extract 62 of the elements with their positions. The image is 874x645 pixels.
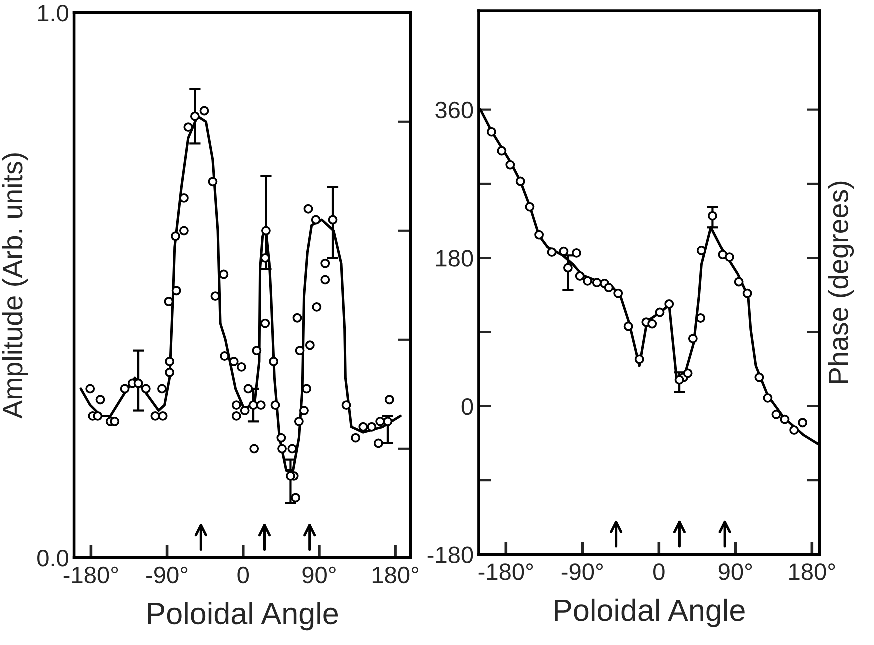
x-tick-label: -180° (64, 566, 118, 584)
point (696, 314, 706, 323)
point (772, 410, 782, 420)
point (664, 300, 674, 309)
y-axis-title: Amplitude (Arb. units) (2, 154, 28, 419)
point (790, 426, 800, 436)
point (798, 418, 808, 428)
x-tick-label: 0 (654, 564, 665, 580)
x-tick-label: 0 (238, 566, 250, 584)
x-tick-label: 90° (718, 564, 752, 580)
point (534, 230, 544, 240)
point (497, 146, 507, 156)
point (780, 414, 790, 424)
point (648, 319, 658, 329)
x-tick-label: -90° (562, 564, 604, 580)
point (655, 308, 665, 318)
y-tick-label: 0 (462, 398, 474, 416)
x-tick-label: -180° (478, 564, 534, 580)
x-tick-label: 180° (790, 564, 836, 580)
point (592, 278, 602, 288)
point (262, 226, 271, 236)
y-axis-title: Phase (degrees) (828, 182, 854, 384)
point (248, 400, 258, 410)
point (486, 127, 496, 137)
point (559, 246, 569, 256)
x-tick-label: 180° (372, 566, 419, 584)
point (634, 354, 644, 364)
y-tick-label: -180 (428, 546, 474, 564)
point (696, 246, 706, 256)
y-tick-label: 180 (436, 250, 474, 267)
point (725, 252, 734, 262)
point (683, 368, 693, 378)
point (525, 202, 535, 212)
y-tick-label: 0.0 (38, 550, 69, 567)
point (742, 288, 752, 298)
x-tick-label: 90° (302, 566, 336, 584)
y-tick-label: 1.0 (38, 4, 69, 22)
point (383, 416, 393, 426)
x-axis-title: Poloidal Angle (148, 602, 338, 631)
point (572, 248, 582, 258)
point (624, 322, 634, 332)
y-tick-label: 360 (436, 102, 474, 119)
point (604, 283, 614, 292)
point (763, 393, 773, 403)
point (134, 378, 144, 388)
x-tick-label: -90° (146, 566, 188, 584)
point (708, 211, 718, 221)
point (547, 248, 557, 258)
point (688, 334, 698, 344)
point (575, 272, 585, 281)
point (754, 372, 764, 382)
point (190, 112, 200, 122)
point (563, 263, 573, 273)
point (734, 277, 744, 287)
point (516, 176, 526, 186)
point (583, 276, 592, 286)
point (614, 288, 624, 298)
x-axis-title: Poloidal Angle (555, 598, 745, 628)
point (286, 471, 296, 481)
point (328, 215, 338, 225)
point (674, 375, 684, 385)
point (506, 160, 516, 170)
